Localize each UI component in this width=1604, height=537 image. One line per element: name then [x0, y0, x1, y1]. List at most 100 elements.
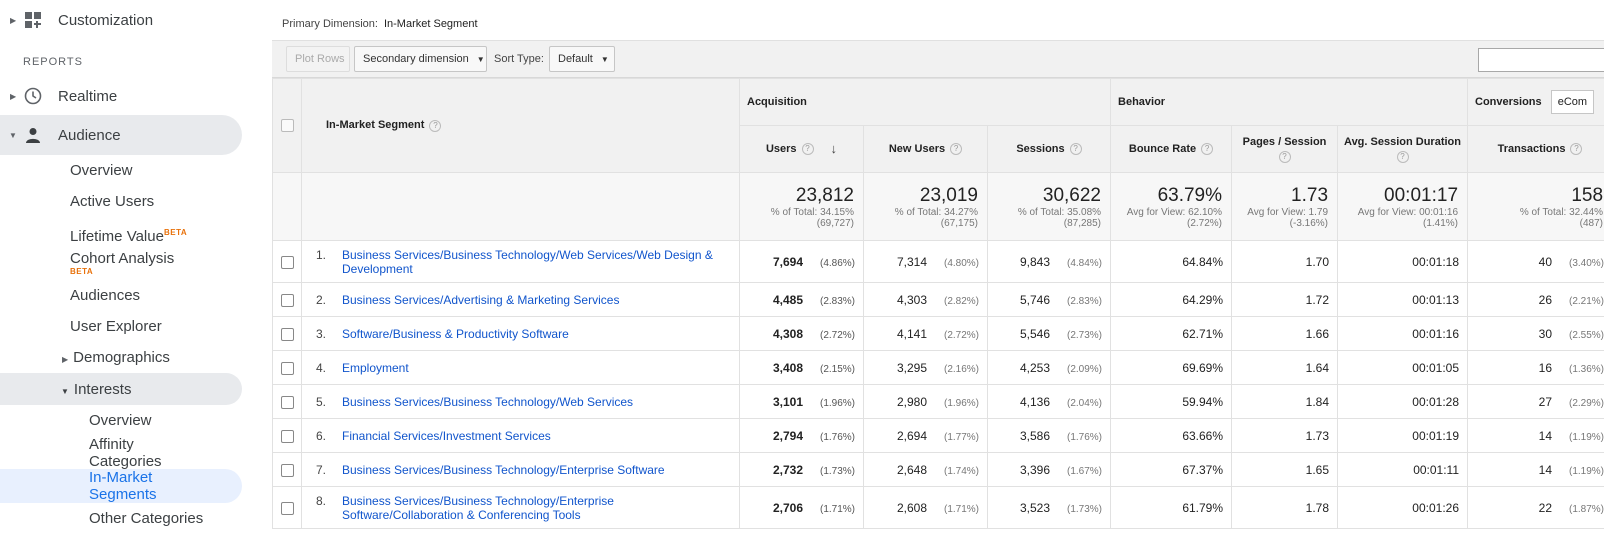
nav-realtime[interactable]: ▶ Realtime	[0, 76, 272, 116]
users-column-header[interactable]: Users? ↓	[739, 125, 864, 173]
sessions-column-header[interactable]: Sessions?	[986, 125, 1112, 173]
new-users-cell: 2,648 (1.74%)	[863, 452, 988, 487]
nav-audiences[interactable]: Audiences	[70, 287, 141, 304]
row-checkbox[interactable]	[280, 501, 294, 515]
clock-icon	[23, 86, 43, 106]
in-market-highlight	[0, 469, 242, 503]
segment-link[interactable]: Business Services/Business Technology/En…	[342, 493, 614, 522]
segment-link[interactable]: Business Services/Business Technology/We…	[342, 394, 634, 409]
help-icon[interactable]: ?	[429, 119, 442, 132]
row-checkbox[interactable]	[280, 463, 294, 477]
nav-interests-label: Interests	[73, 381, 132, 398]
conversions-goal-select[interactable]: eCom	[1550, 90, 1595, 114]
sessions-pct: (4.84%)	[1067, 257, 1103, 269]
nav-cohort-analysis[interactable]: Cohort Analysis BETA	[70, 250, 174, 276]
nav-other-categories[interactable]: Other Categories	[89, 510, 204, 527]
segment-link[interactable]: Business Services/Business Technology/We…	[342, 247, 713, 276]
transactions-value: 27	[1538, 394, 1553, 409]
avg-duration-value: 00:01:18	[1412, 254, 1460, 269]
nav-customization-label: Customization	[58, 11, 154, 29]
sort-type-label: Sort Type:	[494, 53, 544, 65]
segment-cell: 7. Business Services/Business Technology/…	[301, 452, 740, 487]
new-users-value: 4,141	[896, 326, 927, 341]
new-users-value: 2,694	[896, 428, 927, 443]
users-cell: 3,408 (2.15%)	[739, 350, 864, 385]
users-value: 2,706	[772, 500, 803, 515]
sessions-value: 4,253	[1019, 360, 1051, 375]
segment-link[interactable]: Software/Business & Productivity Softwar…	[342, 326, 569, 341]
nav-active-users[interactable]: Active Users	[70, 193, 155, 210]
segment-column-header[interactable]: In-Market Segment?	[301, 78, 740, 173]
segment-link[interactable]: Business Services/Business Technology/En…	[342, 462, 665, 477]
conversions-group-header: Conversions eCom	[1467, 78, 1604, 126]
total-users: 23,812% of Total: 34.15% (69,727)	[739, 172, 864, 241]
help-icon[interactable]: ?	[1278, 151, 1291, 163]
nav-interests-overview[interactable]: Overview	[89, 412, 152, 429]
pages-session-column-header[interactable]: Pages / Session?	[1231, 125, 1339, 173]
nav-demographics[interactable]: ▶ Demographics	[62, 349, 170, 368]
nav-in-market-line1: In-Market	[89, 469, 153, 486]
help-icon[interactable]: ?	[1396, 151, 1409, 163]
nav-lifetime-value[interactable]: Lifetime ValueBETA	[70, 224, 187, 245]
row-checkbox[interactable]	[280, 327, 294, 341]
transactions-column-header[interactable]: Transactions?	[1467, 125, 1604, 173]
select-all-cell	[272, 78, 302, 173]
help-icon[interactable]: ?	[1069, 143, 1082, 155]
table-row: 7. Business Services/Business Technology/…	[272, 452, 1604, 487]
total-value: 30,622	[1042, 184, 1102, 206]
segment-link[interactable]: Financial Services/Investment Services	[342, 428, 551, 443]
pages-session-cell: 1.66	[1231, 316, 1339, 351]
secondary-dimension-dropdown[interactable]: Secondary dimension ▼	[354, 46, 487, 72]
nav-lifetime-value-label: Lifetime Value	[70, 228, 164, 245]
new-users-value: 2,608	[896, 500, 927, 515]
segment-link[interactable]: Employment	[342, 360, 409, 375]
row-checkbox[interactable]	[280, 429, 294, 443]
transactions-cell: 27 (2.29%)	[1467, 384, 1604, 419]
sessions-value: 3,523	[1019, 500, 1051, 515]
help-icon[interactable]: ?	[1570, 143, 1583, 155]
help-icon[interactable]: ?	[1201, 143, 1214, 155]
new-users-column-header[interactable]: New Users?	[863, 125, 988, 173]
bounce-rate-column-header[interactable]: Bounce Rate?	[1110, 125, 1233, 173]
nav-customization[interactable]: ▶ Customization	[0, 0, 272, 40]
help-icon[interactable]: ?	[950, 143, 963, 155]
nav-user-explorer[interactable]: User Explorer	[70, 318, 162, 335]
dashboard-grid-icon	[23, 10, 43, 30]
nav-affinity-categories[interactable]: Affinity Categories	[89, 436, 162, 470]
row-check-cell	[272, 418, 302, 453]
nav-overview[interactable]: Overview	[70, 162, 133, 179]
segment-link[interactable]: Business Services/Advertising & Marketin…	[342, 292, 620, 307]
row-number: 4.	[316, 360, 327, 375]
bounce-rate-value: 64.84%	[1182, 254, 1224, 269]
row-checkbox[interactable]	[280, 255, 294, 269]
select-all-checkbox[interactable]	[280, 119, 294, 132]
transactions-value: 22	[1538, 500, 1553, 515]
sessions-cell: 3,523 (1.73%)	[986, 486, 1112, 529]
pages-session-value: 1.70	[1305, 254, 1330, 269]
row-checkbox[interactable]	[280, 395, 294, 409]
avg-duration-value: 00:01:05	[1412, 360, 1460, 375]
plot-rows-button[interactable]: Plot Rows	[286, 46, 350, 72]
avg-duration-cell: 00:01:26	[1337, 486, 1469, 529]
totals-label-cell	[301, 172, 740, 241]
help-icon[interactable]: ?	[801, 143, 814, 155]
avg-duration-column-header[interactable]: Avg. Session Duration?	[1337, 125, 1469, 173]
users-cell: 7,694 (4.86%)	[739, 240, 864, 283]
bounce-rate-value: 69.69%	[1182, 360, 1224, 375]
table-search-input[interactable]	[1478, 48, 1604, 72]
row-checkbox[interactable]	[280, 293, 294, 307]
row-checkbox[interactable]	[280, 361, 294, 375]
new-users-value: 2,648	[896, 462, 927, 477]
dropdown-arrow-icon: ▼	[476, 54, 485, 64]
sort-type-dropdown[interactable]: Default ▼	[549, 46, 615, 72]
nav-in-market-segments[interactable]: In-Market Segments	[89, 469, 157, 503]
transactions-cell: 14 (1.19%)	[1467, 418, 1604, 453]
nav-interests[interactable]: ▼ Interests	[61, 381, 131, 400]
conversions-label: Conversions	[1475, 96, 1542, 108]
nav-audience[interactable]: ▼ Audience	[0, 115, 242, 155]
total-sub: (69,727)	[816, 217, 854, 229]
new-users-value: 2,980	[896, 394, 927, 409]
avg-duration-cell: 00:01:05	[1337, 350, 1469, 385]
primary-dimension-value[interactable]: In-Market Segment	[383, 18, 478, 30]
sort-down-arrow-icon[interactable]: ↓	[830, 141, 838, 156]
